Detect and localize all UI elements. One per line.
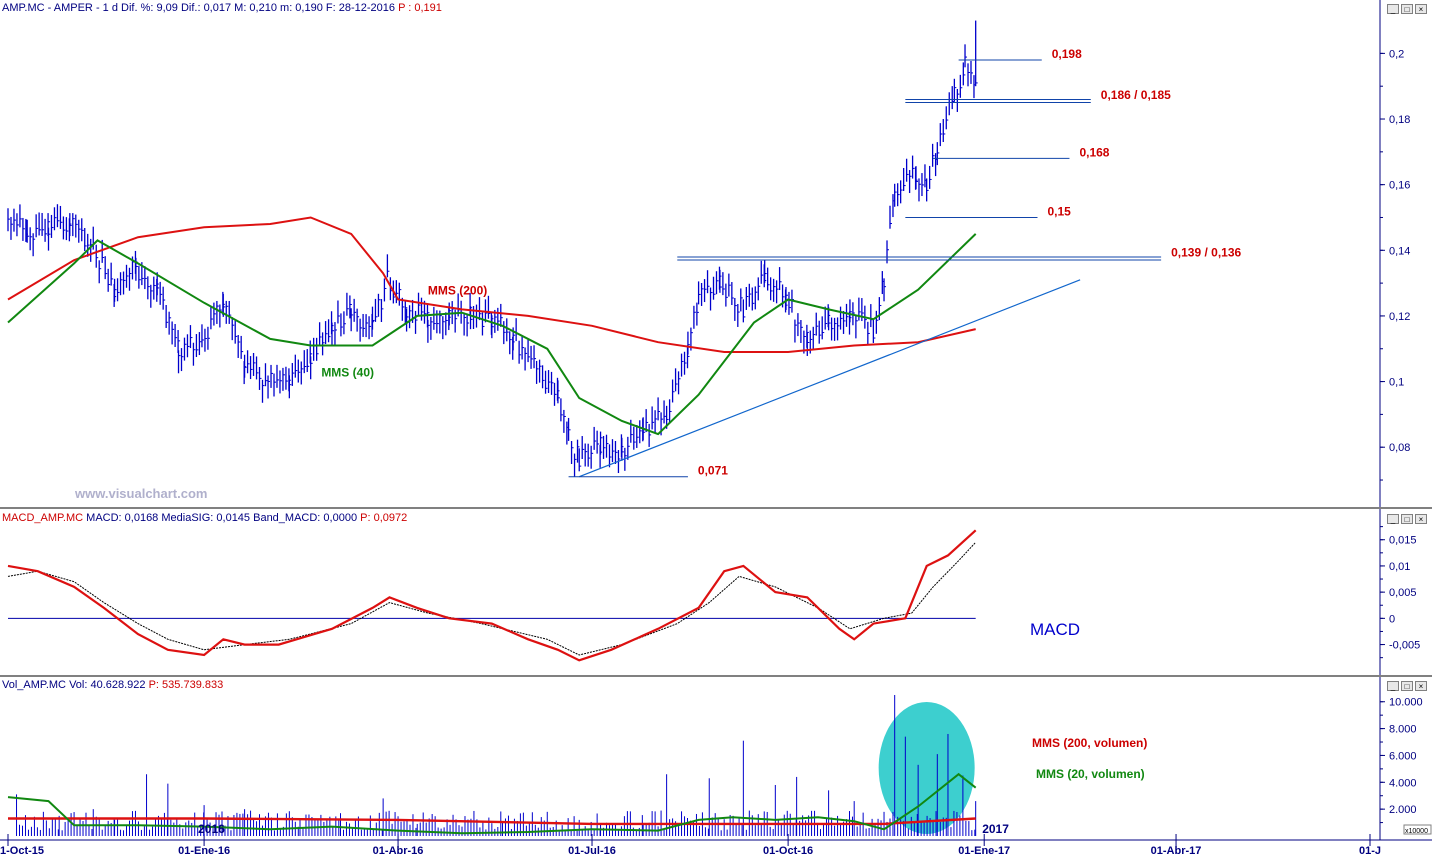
volume-plot: MMS (200, volumen) MMS (20, volumen) 2016 2… xyxy=(7,695,1432,836)
level-label: 0,186 / 0,185 xyxy=(1101,88,1171,102)
watermark: www.visualchart.com xyxy=(74,486,207,501)
last-price-label: P : 0,191 xyxy=(398,2,442,14)
macd-name-label: MACD_AMP.MC xyxy=(2,512,84,524)
price-axis-tick-label: 0,16 xyxy=(1389,180,1410,192)
time-tick-label: 01-Oct-16 xyxy=(763,845,813,857)
signal-value-label: MediaSIG: 0,0145 xyxy=(161,512,251,524)
macd-p-label: P: 0,0972 xyxy=(360,512,408,524)
time-tick-label: 01-Jul-16 xyxy=(568,845,616,857)
volume-mms20-line xyxy=(7,772,977,835)
band-value-label: Band_MACD: 0,0000 xyxy=(253,512,358,524)
time-tick-label: 01-Ene-16 xyxy=(178,845,230,857)
volume-mms200-line xyxy=(8,817,976,826)
macd-value-label: MACD: 0,0168 xyxy=(86,512,159,524)
mms200-line xyxy=(7,216,976,353)
volume-mms20-label: MMS (20, volumen) xyxy=(1036,767,1145,781)
mms200-label: MMS (200) xyxy=(428,284,487,298)
macd-restore-button[interactable]: □ xyxy=(1401,514,1413,524)
price-axis-tick-label: 0,14 xyxy=(1389,245,1410,257)
vol-name-label: Vol_AMP.MC xyxy=(2,679,66,691)
price-plot: 0,198 0,186 / 0,185 0,168 0,15 0,139 / 0,136… xyxy=(7,20,1242,501)
price-axis-tick-label: 0,2 xyxy=(1389,48,1404,60)
price-axis-tick-label: 0,08 xyxy=(1389,442,1410,454)
volume-axis-tick-label: 4.000 xyxy=(1389,777,1417,789)
restore-button[interactable]: □ xyxy=(1401,4,1413,14)
macd-line xyxy=(7,529,977,662)
time-tick-label: 01-Abr-17 xyxy=(1151,845,1202,857)
level-label: 0,198 xyxy=(1052,47,1082,61)
mms40-label: MMS (40) xyxy=(321,366,374,380)
volume-minimize-button[interactable]: _ xyxy=(1387,681,1399,691)
volume-mms200-label: MMS (200, volumen) xyxy=(1032,736,1147,750)
volume-axis-tick-label: 2.000 xyxy=(1389,804,1417,816)
close-button[interactable]: × xyxy=(1415,4,1427,14)
multiplier-box xyxy=(1403,824,1432,835)
level-label: 0,168 xyxy=(1079,145,1109,159)
vol-value-label: Vol: 40.628.922 xyxy=(69,679,146,691)
price-axis-tick-label: 0,12 xyxy=(1389,311,1410,323)
volume-close-button[interactable]: × xyxy=(1415,681,1427,691)
vol-p-label: P: 535.739.833 xyxy=(148,679,224,691)
support-trendline xyxy=(579,279,1081,478)
min-label: m: 0,190 xyxy=(280,2,323,14)
volume-restore-button[interactable]: □ xyxy=(1401,681,1413,691)
volume-axis-tick-label: 8.000 xyxy=(1389,724,1417,736)
time-tick-label: 01-Abr-16 xyxy=(373,845,424,857)
macd-plot: MACD xyxy=(7,529,1080,662)
macd-close-button[interactable]: × xyxy=(1415,514,1427,524)
macd-header: MACD_AMP.MC MACD: 0,0168 MediaSIG: 0,014… xyxy=(2,512,407,524)
macd-minimize-button[interactable]: _ xyxy=(1387,514,1399,524)
date-label: F: 28-12-2016 xyxy=(325,2,396,14)
price-axis-tick-label: 0,18 xyxy=(1389,114,1410,126)
price-header: AMP.MC - AMPER - 1 d Dif. %: 9,09 Dif.: … xyxy=(2,2,442,14)
max-label: M: 0,210 xyxy=(234,2,277,14)
year-marker: 2016 xyxy=(198,822,225,836)
volume-header: Vol_AMP.MC Vol: 40.628.922 P: 535.739.83… xyxy=(2,679,223,691)
symbol-label: AMP.MC - AMPER xyxy=(2,2,93,14)
macd-axis-tick-label: 0,015 xyxy=(1389,535,1417,547)
price-axis-tick-label: 0,1 xyxy=(1389,377,1404,389)
level-label: 0,071 xyxy=(698,464,728,478)
macd-axis-tick-label: -0,005 xyxy=(1389,640,1420,652)
signal-line xyxy=(7,541,977,656)
macd-axis-tick-label: 0,01 xyxy=(1389,561,1410,573)
dif-label: Dif.: 0,017 xyxy=(180,2,232,14)
volume-axis-tick-label: 10.000 xyxy=(1389,697,1423,709)
volume-axis-tick-label: 6.000 xyxy=(1389,750,1417,762)
macd-panel-label: MACD xyxy=(1030,620,1080,639)
dif-pct-label: Dif. %: 9,09 xyxy=(121,2,178,14)
macd-axis-tick-label: 0,005 xyxy=(1389,587,1417,599)
mms40-line xyxy=(7,233,977,436)
volume-highlight xyxy=(878,702,975,834)
time-tick-label: 01-J xyxy=(1359,845,1381,857)
time-tick-label: 01-Ene-17 xyxy=(958,845,1010,857)
time-tick-label: 1-Oct-15 xyxy=(0,845,44,857)
multiplier-label: x10000 xyxy=(1405,828,1428,835)
year-marker: 2017 xyxy=(982,822,1009,836)
macd-axis-tick-label: 0 xyxy=(1389,613,1395,625)
minimize-button[interactable]: _ xyxy=(1387,4,1399,14)
level-label: 0,15 xyxy=(1047,204,1071,218)
level-label: 0,139 / 0,136 xyxy=(1171,246,1241,260)
period-label: 1 d xyxy=(102,2,118,14)
